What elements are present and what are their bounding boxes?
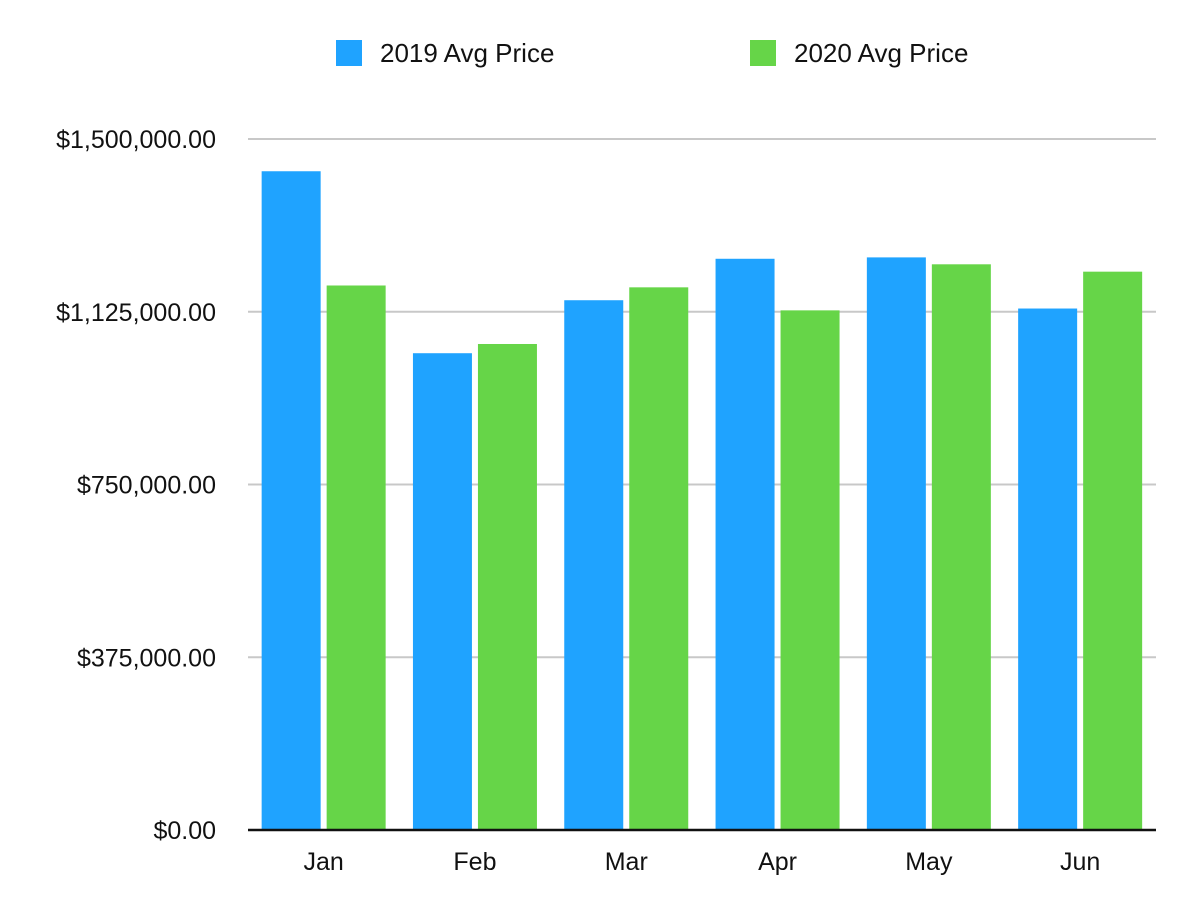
y-tick-label: $1,125,000.00: [56, 299, 216, 327]
x-tick-label-may: May: [905, 848, 953, 876]
bar-apr-series-1: [715, 258, 775, 831]
y-tick-label: $1,500,000.00: [56, 126, 216, 154]
x-tick-label-mar: Mar: [605, 848, 648, 876]
legend-swatch-2: [750, 40, 776, 66]
bar-feb-series-2: [477, 343, 537, 830]
y-tick-label: $375,000.00: [77, 644, 216, 672]
bar-jan-series-2: [326, 285, 386, 830]
x-tick-label-apr: Apr: [758, 848, 797, 876]
legend-label-2: 2020 Avg Price: [794, 38, 968, 68]
bar-jan-series-1: [261, 171, 321, 830]
bar-apr-series-2: [780, 310, 840, 830]
legend-label-1: 2019 Avg Price: [380, 38, 554, 68]
bar-mar-series-1: [564, 300, 624, 830]
y-tick-label: $0.00: [153, 817, 216, 845]
bar-may-series-1: [866, 257, 926, 830]
x-tick-label-feb: Feb: [453, 848, 496, 876]
x-axis-category-labels: Jan Feb Mar Apr May Jun: [303, 848, 1100, 876]
bar-feb-series-1: [412, 353, 472, 830]
bar-may-series-2: [931, 264, 991, 830]
chart-bars: [261, 171, 1143, 831]
chart-gridlines: [248, 138, 1156, 659]
chart-legend: 2019 Avg Price 2020 Avg Price: [336, 38, 968, 68]
y-tick-label: $750,000.00: [77, 472, 216, 500]
bar-mar-series-2: [629, 287, 689, 830]
legend-swatch-1: [336, 40, 362, 66]
y-axis-tick-labels: $0.00 $375,000.00 $750,000.00 $1,125,000.00…: [56, 126, 216, 845]
bar-jun-series-1: [1018, 308, 1078, 830]
x-tick-label-jun: Jun: [1060, 848, 1100, 876]
bar-jun-series-2: [1083, 271, 1143, 830]
x-tick-label-jan: Jan: [303, 848, 343, 876]
